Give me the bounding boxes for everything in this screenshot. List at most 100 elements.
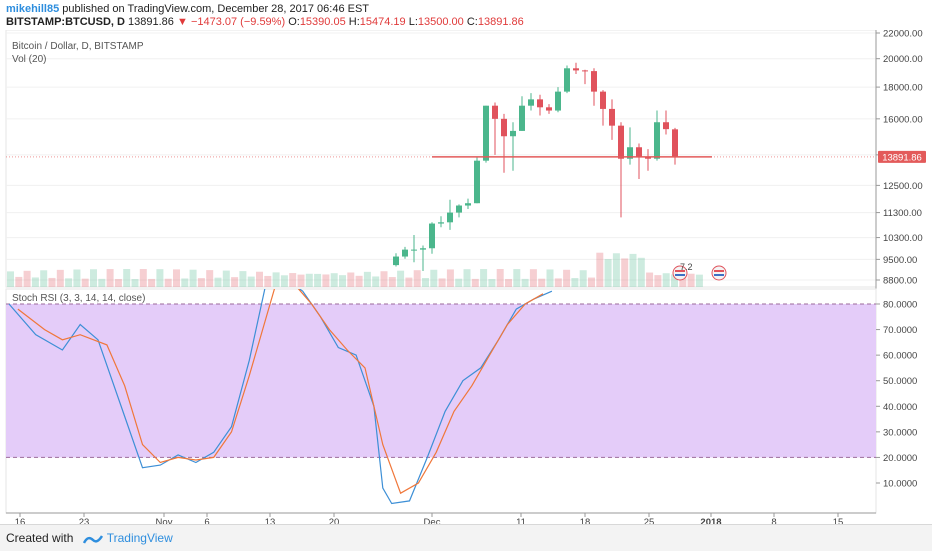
x-tick-label: 16 bbox=[15, 517, 26, 524]
volume-bar bbox=[181, 278, 189, 287]
volume-bar bbox=[430, 269, 438, 287]
volume-bar bbox=[256, 271, 263, 287]
volume-bar bbox=[596, 252, 604, 287]
volume-bar bbox=[438, 278, 446, 287]
volume-bar bbox=[446, 269, 454, 287]
change-value: −1473.07 (−9.59%) bbox=[190, 16, 286, 28]
candle-body bbox=[636, 147, 642, 157]
main-title: Bitcoin / Dollar, D, BITSTAMP bbox=[12, 41, 144, 52]
volume-bar bbox=[405, 277, 413, 287]
volume-bar bbox=[7, 271, 14, 287]
stoch-tick-label: 60.0000 bbox=[883, 351, 917, 362]
open-value: 15390.05 bbox=[299, 16, 346, 28]
candle-body bbox=[537, 99, 543, 108]
stoch-axis[interactable]: 10.0000 20.0000 30.0000 40.0000 50.0000 60.00… bbox=[876, 300, 917, 490]
candle-body bbox=[474, 160, 480, 204]
author-link[interactable]: mikehill85 bbox=[6, 3, 60, 15]
close-label: C: bbox=[466, 16, 478, 28]
volume-bar bbox=[621, 258, 629, 287]
volume-bar bbox=[314, 273, 322, 287]
volume-bar bbox=[355, 275, 363, 287]
candle-body bbox=[411, 249, 417, 251]
volume-bar bbox=[480, 269, 488, 287]
volume-bar bbox=[264, 275, 272, 287]
volume-bar bbox=[679, 273, 687, 287]
stoch-tick-label: 70.0000 bbox=[883, 325, 917, 336]
candle-body bbox=[438, 222, 444, 224]
volume-bar bbox=[148, 278, 156, 287]
time-axis[interactable]: 16 23 Nov 6 13 20 Dec 11 18 25 2018 8 15 bbox=[6, 512, 876, 524]
candle-body bbox=[429, 223, 435, 249]
candle-body bbox=[546, 107, 552, 111]
volume-bar bbox=[305, 273, 313, 287]
volume-bar bbox=[197, 278, 205, 287]
volume-bar bbox=[413, 270, 421, 287]
candle-body bbox=[402, 249, 408, 257]
candle-body bbox=[654, 122, 660, 159]
volume-bar bbox=[90, 269, 97, 287]
price-tick-label: 12500.00 bbox=[883, 181, 923, 192]
volume-bar bbox=[164, 278, 172, 287]
volume-bar bbox=[289, 273, 297, 287]
event-badge-flag-icon[interactable] bbox=[672, 265, 688, 281]
chart-header: mikehill85 published on TradingView.com,… bbox=[0, 0, 932, 30]
event-badge-flag-icon-2[interactable] bbox=[711, 265, 727, 281]
candle-body bbox=[609, 108, 615, 126]
volume-bar bbox=[15, 276, 23, 287]
volume-bar bbox=[521, 278, 529, 287]
candle-body bbox=[501, 118, 507, 137]
volume-bar bbox=[579, 270, 587, 287]
footer-bar: Created with TradingView bbox=[0, 524, 932, 551]
volume-bar bbox=[114, 278, 122, 287]
high-label: H: bbox=[348, 16, 360, 28]
volume-bar bbox=[31, 277, 39, 287]
stoch-rsi-group bbox=[6, 289, 876, 505]
volume-bar bbox=[189, 269, 197, 287]
last-price-tag: 13891.86 bbox=[878, 150, 926, 163]
volume-bar bbox=[173, 269, 180, 287]
volume-bar bbox=[372, 276, 380, 287]
price-tick-label: 22000.00 bbox=[883, 30, 923, 40]
volume-bar bbox=[538, 278, 546, 287]
volume-bar bbox=[363, 271, 371, 287]
volume-bar bbox=[330, 273, 338, 287]
volume-bar bbox=[654, 275, 662, 287]
volume-bar bbox=[73, 269, 81, 287]
down-arrow-icon: ▼ bbox=[176, 16, 188, 28]
volume-bar bbox=[488, 278, 496, 287]
candle-body bbox=[555, 91, 561, 111]
ohlc-line: BITSTAMP:BTCUSD, D 13891.86 ▼ −1473.07 (… bbox=[6, 16, 524, 28]
candle-body bbox=[483, 105, 489, 161]
open-label: O: bbox=[288, 16, 300, 28]
tradingview-brand-link[interactable]: TradingView bbox=[106, 531, 173, 545]
candle-body bbox=[564, 68, 570, 92]
price-pane[interactable] bbox=[5, 30, 877, 288]
stoch-tick-label: 80.0000 bbox=[883, 300, 917, 311]
last-price-tag-text: 13891.86 bbox=[882, 152, 922, 163]
symbol-label: BITSTAMP:BTCUSD, D bbox=[6, 16, 125, 28]
x-tick-label: Dec bbox=[424, 517, 441, 524]
volume-bar bbox=[40, 270, 48, 287]
x-tick-label: 11 bbox=[516, 517, 526, 524]
volume-bar bbox=[123, 269, 131, 287]
volume-bar bbox=[397, 270, 405, 287]
stoch-tick-label: 10.0000 bbox=[883, 479, 917, 490]
volume-bar bbox=[81, 278, 89, 287]
price-axis[interactable]: 8800.009500.0010300.0011300.0012500.0014… bbox=[875, 30, 923, 513]
volume-bar bbox=[297, 274, 305, 287]
credit-line: Created with TradingView bbox=[6, 531, 173, 545]
candle-body bbox=[591, 71, 597, 92]
price-tick-label: 9500.00 bbox=[883, 255, 917, 266]
low-label: L: bbox=[408, 16, 418, 28]
stoch-title: Stoch RSI (3, 3, 14, 14, close) bbox=[12, 293, 145, 304]
x-tick-label: 6 bbox=[204, 517, 209, 524]
candles-group[interactable] bbox=[393, 62, 678, 271]
stoch-tick-label: 30.0000 bbox=[883, 427, 917, 438]
stoch-tick-label: 40.0000 bbox=[883, 402, 917, 413]
chart-area[interactable]: Bitcoin / Dollar, D, BITSTAMP Vol (20) 8… bbox=[0, 30, 932, 524]
x-tick-label: 13 bbox=[265, 517, 276, 524]
candle-body bbox=[456, 205, 462, 213]
x-tick-label: Nov bbox=[156, 517, 173, 524]
stoch-d-line bbox=[17, 289, 544, 495]
volume-bar bbox=[496, 269, 504, 287]
